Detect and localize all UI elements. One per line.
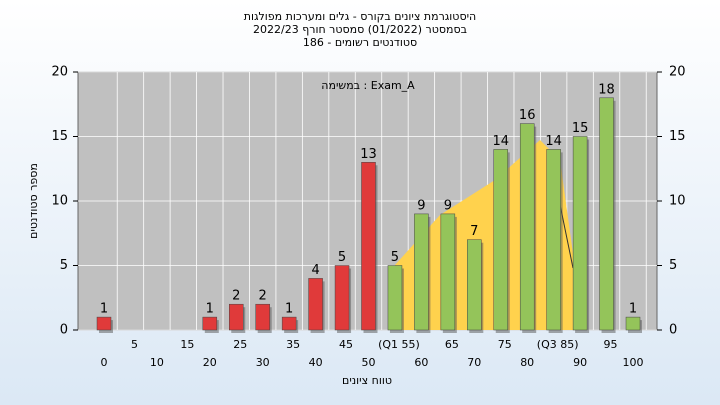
y2-tick-label: 0 [669, 323, 677, 338]
x-tick-label: 75 [498, 338, 512, 351]
x-tick-label: 95 [604, 338, 618, 351]
x-tick-label: 45 [339, 338, 353, 351]
data-label: 2 [232, 289, 240, 304]
bar [96, 316, 112, 331]
y-tick-label: 0 [60, 323, 68, 338]
data-label: 1 [629, 302, 637, 317]
bar [361, 162, 376, 331]
x-tick-label: 30 [256, 356, 270, 369]
chart-subtitle: סטודנטים רשומים - 186 [303, 36, 417, 49]
x-tick-label: 35 [286, 338, 300, 351]
bar [414, 213, 429, 331]
x-tick-label: (Q1 55) [378, 338, 420, 351]
data-label: 1 [206, 302, 214, 317]
x-tick-label: 65 [445, 338, 459, 351]
y2-tick-label: 5 [669, 258, 677, 273]
x-tick-label: 10 [150, 356, 164, 369]
data-label: 18 [598, 82, 615, 97]
bar [625, 316, 641, 331]
x-tick-label: 70 [467, 356, 481, 369]
x-tick-label: 0 [101, 356, 108, 369]
x-tick-label: 100 [623, 356, 644, 369]
bar [546, 149, 561, 331]
y-tick-label: 5 [60, 258, 68, 273]
y-axis-label: מספר סטודנטים [27, 163, 40, 239]
annotation: במשימה : Exam_A [321, 79, 415, 92]
bar [308, 278, 323, 331]
x-axis-label: טווח ציונים [342, 374, 392, 387]
bar [440, 213, 456, 331]
x-tick-label: 25 [233, 338, 247, 351]
y-tick-label: 10 [51, 194, 68, 209]
data-label: 1 [100, 302, 108, 317]
data-label: 5 [391, 250, 399, 265]
x-tick-label: (Q3 85) [537, 338, 579, 351]
bar [229, 303, 244, 331]
x-tick-label: 40 [309, 356, 323, 369]
bar [493, 149, 508, 331]
x-tick-label: 90 [573, 356, 587, 369]
chart-subtitle: בסמסטר (01/2022) סמסטר חורף 2022/23 [253, 23, 467, 36]
data-label: 14 [545, 134, 562, 149]
data-label: 16 [519, 108, 536, 123]
data-label: 9 [444, 198, 452, 213]
data-label: 7 [470, 224, 478, 239]
bar [202, 316, 218, 331]
chart-title: היסטוגרמת ציונים בקורס - גלים ומערכות מפ… [244, 10, 476, 23]
bar [467, 239, 482, 331]
bar [334, 265, 350, 331]
data-label: 15 [572, 121, 589, 136]
data-label: 14 [492, 134, 509, 149]
bar [572, 136, 588, 331]
x-tick-label: 5 [131, 338, 138, 351]
x-tick-label: 80 [520, 356, 534, 369]
data-label: 4 [311, 263, 319, 278]
data-label: 1 [285, 302, 293, 317]
x-tick-label: 20 [203, 356, 217, 369]
data-label: 9 [417, 198, 425, 213]
bar [281, 316, 297, 331]
y-tick-label: 15 [51, 129, 68, 144]
bar [387, 265, 403, 331]
y2-tick-label: 10 [669, 194, 686, 209]
bar [519, 123, 535, 331]
y-tick-label: 20 [51, 65, 68, 80]
x-tick-label: 50 [362, 356, 376, 369]
x-tick-label: 15 [180, 338, 194, 351]
y2-tick-label: 15 [669, 129, 686, 144]
bar [599, 97, 614, 331]
y2-tick-label: 20 [669, 65, 686, 80]
x-tick-label: 60 [414, 356, 428, 369]
data-label: 2 [259, 289, 267, 304]
data-label: 5 [338, 250, 346, 265]
data-label: 13 [360, 147, 377, 162]
bar [255, 303, 270, 331]
